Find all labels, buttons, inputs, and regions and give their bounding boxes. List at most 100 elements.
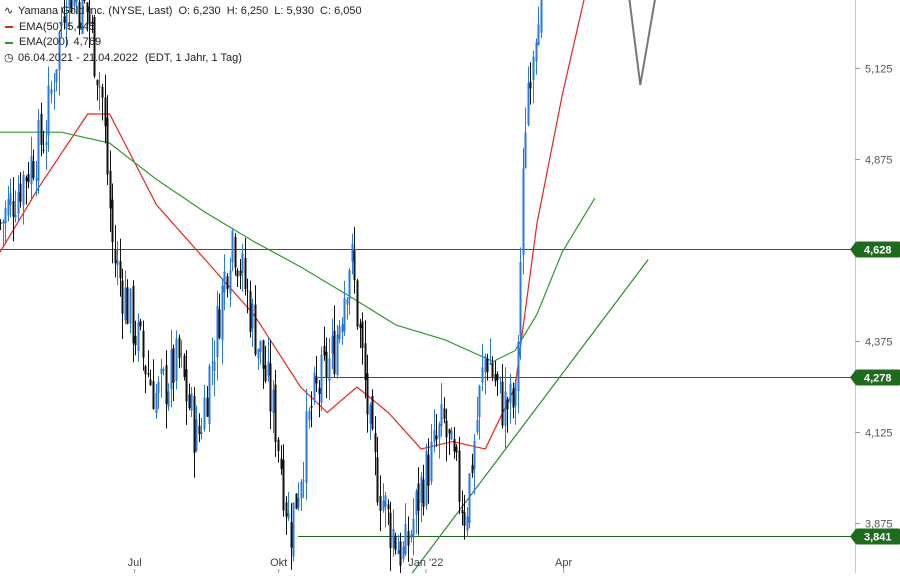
candle-body xyxy=(274,384,277,442)
candle-body xyxy=(328,358,331,381)
candle-body xyxy=(476,420,479,433)
candle-body xyxy=(65,14,68,30)
candle-body xyxy=(19,183,22,202)
candle-body xyxy=(384,495,387,507)
candle-body xyxy=(491,362,494,378)
candle-body xyxy=(55,69,58,83)
candle-body xyxy=(320,354,323,403)
y-tick-label: 5,125 xyxy=(865,64,893,76)
candle-body xyxy=(269,363,272,412)
legend-ema50-row: EMA(50) 5,445 xyxy=(4,20,362,36)
candle-body xyxy=(257,348,260,359)
candle-body xyxy=(244,257,247,290)
candle-body xyxy=(96,79,99,86)
candle-body xyxy=(81,0,84,35)
candle-body xyxy=(239,270,242,276)
legend-period-row: ◷ 06.04.2021 - 21.04.2022 (EDT, 1 Jahr, … xyxy=(4,51,362,67)
candle-body xyxy=(104,97,107,127)
candle-body xyxy=(198,425,201,435)
candle-body xyxy=(501,381,504,426)
ema200-swatch xyxy=(5,41,13,44)
candle-body xyxy=(537,24,540,46)
y-tick-label: 4,125 xyxy=(865,428,893,440)
ohlc-high: H: 6,250 xyxy=(226,5,269,17)
alternative-projection-path xyxy=(628,0,656,86)
candle-body xyxy=(254,304,257,355)
ohlc-close: C: 6,050 xyxy=(320,5,362,17)
candle-body xyxy=(399,541,402,566)
candle-body xyxy=(178,337,181,359)
candle-body xyxy=(305,411,308,484)
candle-body xyxy=(348,270,351,300)
candle-body xyxy=(160,368,163,374)
candle-body xyxy=(251,303,254,329)
candle-body xyxy=(149,379,152,386)
candle-body xyxy=(185,369,188,402)
candle-body xyxy=(98,85,101,88)
candle-body xyxy=(277,439,280,452)
candle-body xyxy=(292,502,295,557)
candle-body xyxy=(506,399,509,410)
candle-body xyxy=(310,406,313,408)
candle-body xyxy=(524,132,527,169)
candle-body xyxy=(412,518,415,536)
candle-body xyxy=(369,404,372,424)
candle-body xyxy=(517,341,520,392)
candle-body xyxy=(155,392,158,414)
candle-body xyxy=(47,85,50,136)
candle-body xyxy=(30,156,33,185)
candle-body xyxy=(499,377,502,379)
candle-body xyxy=(282,460,285,511)
legend-ema50-value: 5,445 xyxy=(67,20,95,33)
candle-body xyxy=(519,262,522,336)
x-tick-label: Apr xyxy=(555,557,572,569)
projection-layer xyxy=(628,0,656,86)
candle-body xyxy=(331,335,334,354)
candle-body xyxy=(267,361,270,376)
candle-body xyxy=(315,376,318,384)
legend-ema200-row: EMA(200) 4,769 xyxy=(4,35,362,51)
candle-body xyxy=(420,476,423,503)
candle-body xyxy=(216,305,219,358)
candle-body xyxy=(338,326,341,340)
candle-body xyxy=(58,32,61,71)
candle-body xyxy=(144,366,147,375)
candle-body xyxy=(509,383,512,404)
chart-type-icon: ∿ xyxy=(4,5,14,17)
candle-body xyxy=(91,21,94,24)
candle-body xyxy=(353,250,356,281)
candle-body xyxy=(394,535,397,550)
candle-body xyxy=(236,270,239,277)
candle-body xyxy=(522,168,525,255)
candle-body xyxy=(481,367,484,383)
candle-body xyxy=(435,435,438,440)
candle-body xyxy=(440,404,443,426)
ema50-swatch xyxy=(5,26,13,29)
candle-body xyxy=(7,198,10,216)
candle-body xyxy=(318,388,321,394)
candle-body xyxy=(4,207,7,224)
candle-body xyxy=(300,481,303,499)
candle-body xyxy=(27,173,30,183)
legend-ema200-value: 4,769 xyxy=(73,36,102,48)
candle-body xyxy=(297,497,300,508)
candle-body xyxy=(376,457,379,503)
candle-body xyxy=(379,495,382,511)
instrument-title: Yamana Gold Inc. (NYSE, Last) xyxy=(18,5,173,17)
candle-body xyxy=(53,90,56,92)
candle-body xyxy=(93,17,96,77)
candle-body xyxy=(374,433,377,452)
candle-body xyxy=(45,142,48,146)
candle-body xyxy=(535,42,538,62)
candle-body xyxy=(468,473,471,523)
candle-body xyxy=(180,353,183,355)
candle-body xyxy=(234,236,237,268)
candle-body xyxy=(208,365,211,425)
axis-layer: 3,8754,1254,3754,6254,8755,1255,3755,625… xyxy=(128,0,900,573)
candle-body xyxy=(0,222,2,224)
candle-body xyxy=(60,21,63,26)
candle-body xyxy=(101,86,104,98)
candle-body xyxy=(157,381,160,393)
candle-body xyxy=(425,450,428,506)
